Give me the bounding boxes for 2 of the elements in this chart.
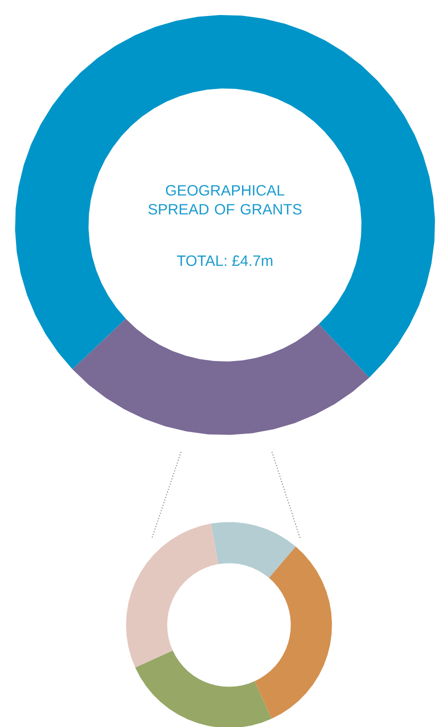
text: TOTAL: £4.7m xyxy=(177,255,272,266)
text: GEOGRAPHICAL SPREAD OF GRANTS xyxy=(148,185,302,215)
